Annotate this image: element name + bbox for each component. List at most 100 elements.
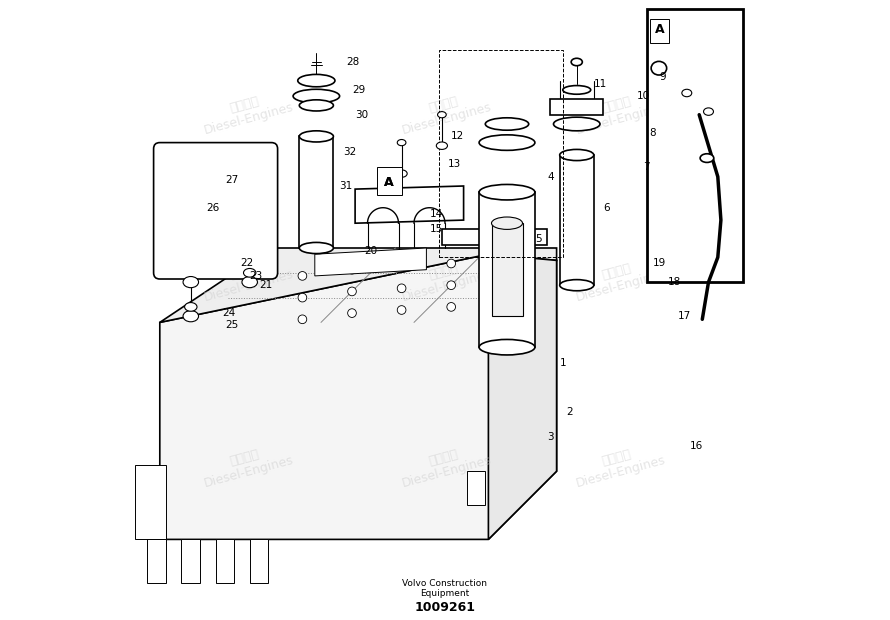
Ellipse shape <box>397 140 406 146</box>
Ellipse shape <box>485 118 529 130</box>
Text: 17: 17 <box>677 311 691 321</box>
Bar <box>560 155 594 285</box>
Text: 2: 2 <box>566 407 572 417</box>
Bar <box>646 9 742 282</box>
Ellipse shape <box>560 149 594 161</box>
Text: 22: 22 <box>240 259 254 268</box>
Circle shape <box>397 284 406 293</box>
Circle shape <box>348 287 356 296</box>
Text: 29: 29 <box>352 85 365 95</box>
Ellipse shape <box>479 185 535 200</box>
Text: Volvo Construction
Equipment: Volvo Construction Equipment <box>402 579 488 598</box>
Circle shape <box>484 301 493 309</box>
Polygon shape <box>250 539 268 583</box>
Text: 21: 21 <box>259 280 272 290</box>
Text: A: A <box>384 177 394 189</box>
Text: 31: 31 <box>340 181 352 191</box>
Text: 3: 3 <box>547 432 554 442</box>
Text: 7: 7 <box>643 162 650 172</box>
Text: 14: 14 <box>430 209 442 219</box>
Ellipse shape <box>184 303 197 311</box>
Ellipse shape <box>571 58 582 66</box>
Ellipse shape <box>244 268 256 277</box>
Polygon shape <box>489 254 556 539</box>
Text: 13: 13 <box>448 159 461 169</box>
Polygon shape <box>148 539 166 583</box>
FancyBboxPatch shape <box>154 143 278 279</box>
Text: 6: 6 <box>603 203 610 213</box>
Polygon shape <box>160 254 556 539</box>
Text: 15: 15 <box>430 224 442 234</box>
Text: 紫发动力
Diesel-Engines: 紫发动力 Diesel-Engines <box>397 86 493 137</box>
Text: 紫发动力
Diesel-Engines: 紫发动力 Diesel-Engines <box>570 254 667 304</box>
Text: 9: 9 <box>659 73 666 82</box>
Circle shape <box>484 279 493 288</box>
Ellipse shape <box>682 89 692 97</box>
Text: 紫发动力
Diesel-Engines: 紫发动力 Diesel-Engines <box>397 440 493 490</box>
Ellipse shape <box>438 112 446 118</box>
Ellipse shape <box>396 170 408 177</box>
Ellipse shape <box>703 108 714 115</box>
Text: 1009261: 1009261 <box>415 601 475 614</box>
Polygon shape <box>160 248 556 322</box>
Bar <box>491 223 522 316</box>
Text: 28: 28 <box>346 57 359 67</box>
Text: 11: 11 <box>594 79 607 89</box>
Circle shape <box>447 259 456 268</box>
Ellipse shape <box>299 242 334 254</box>
Bar <box>479 192 535 347</box>
Text: 1: 1 <box>560 358 566 368</box>
Ellipse shape <box>562 86 591 94</box>
Circle shape <box>298 315 307 324</box>
Circle shape <box>298 272 307 280</box>
Circle shape <box>397 262 406 271</box>
Circle shape <box>348 265 356 274</box>
Text: 8: 8 <box>650 128 656 138</box>
Text: 23: 23 <box>250 271 263 281</box>
Text: 12: 12 <box>451 131 465 141</box>
Ellipse shape <box>491 217 522 229</box>
Polygon shape <box>182 539 200 583</box>
Text: 20: 20 <box>364 246 377 256</box>
Ellipse shape <box>651 61 667 75</box>
Polygon shape <box>135 465 166 539</box>
Text: 18: 18 <box>668 277 682 287</box>
Polygon shape <box>442 229 547 245</box>
Ellipse shape <box>299 131 334 142</box>
Text: 紫发动力
Diesel-Engines: 紫发动力 Diesel-Engines <box>198 86 295 137</box>
Polygon shape <box>215 539 234 583</box>
Ellipse shape <box>700 154 714 162</box>
Text: 紫发动力
Diesel-Engines: 紫发动力 Diesel-Engines <box>570 440 667 490</box>
Polygon shape <box>355 186 464 223</box>
Text: 紫发动力
Diesel-Engines: 紫发动力 Diesel-Engines <box>397 254 493 304</box>
Bar <box>466 471 485 505</box>
Text: 5: 5 <box>535 234 541 244</box>
Text: 19: 19 <box>652 259 666 268</box>
Ellipse shape <box>183 277 198 288</box>
Polygon shape <box>315 248 426 276</box>
Bar <box>376 167 401 195</box>
Text: A: A <box>384 177 394 189</box>
Ellipse shape <box>560 280 594 291</box>
Circle shape <box>298 293 307 302</box>
Circle shape <box>447 303 456 311</box>
Bar <box>650 19 669 43</box>
Text: 4: 4 <box>547 172 554 182</box>
Ellipse shape <box>479 340 535 355</box>
Text: 32: 32 <box>343 147 356 157</box>
Ellipse shape <box>436 142 448 149</box>
Text: 紫发动力
Diesel-Engines: 紫发动力 Diesel-Engines <box>570 86 667 137</box>
Text: 30: 30 <box>355 110 368 120</box>
Text: 25: 25 <box>225 321 239 330</box>
Bar <box>299 136 334 248</box>
Text: 紫发动力
Diesel-Engines: 紫发动力 Diesel-Engines <box>198 440 295 490</box>
Ellipse shape <box>554 117 600 131</box>
Ellipse shape <box>479 135 535 150</box>
Polygon shape <box>550 99 603 115</box>
Text: 16: 16 <box>690 441 703 451</box>
Text: 10: 10 <box>637 91 651 101</box>
Circle shape <box>447 281 456 290</box>
Circle shape <box>397 306 406 314</box>
Text: A: A <box>655 24 664 36</box>
Circle shape <box>348 309 356 317</box>
